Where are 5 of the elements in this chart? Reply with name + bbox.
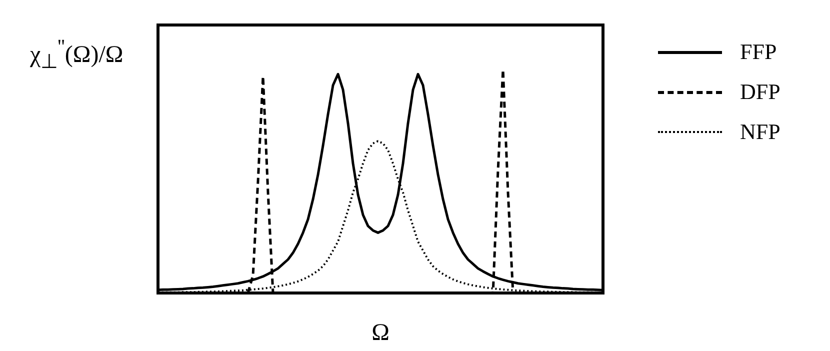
x-axis-title: Ω: [370, 320, 390, 347]
legend-label: FFP: [740, 39, 777, 65]
legend-label: DFP: [740, 79, 780, 105]
y-axis-title: χ$_{⊥}$$^{''}$(Ω)/Ω: [30, 36, 124, 74]
legend-label: NFP: [740, 119, 780, 145]
